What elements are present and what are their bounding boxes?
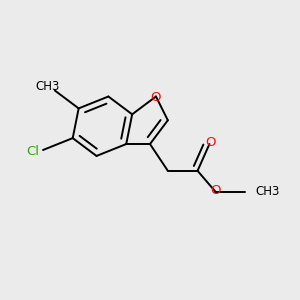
Text: CH3: CH3: [256, 185, 280, 198]
Text: O: O: [211, 184, 221, 196]
Text: CH3: CH3: [35, 80, 60, 93]
Text: O: O: [206, 136, 216, 149]
Text: Cl: Cl: [26, 145, 39, 158]
Text: O: O: [151, 92, 161, 104]
